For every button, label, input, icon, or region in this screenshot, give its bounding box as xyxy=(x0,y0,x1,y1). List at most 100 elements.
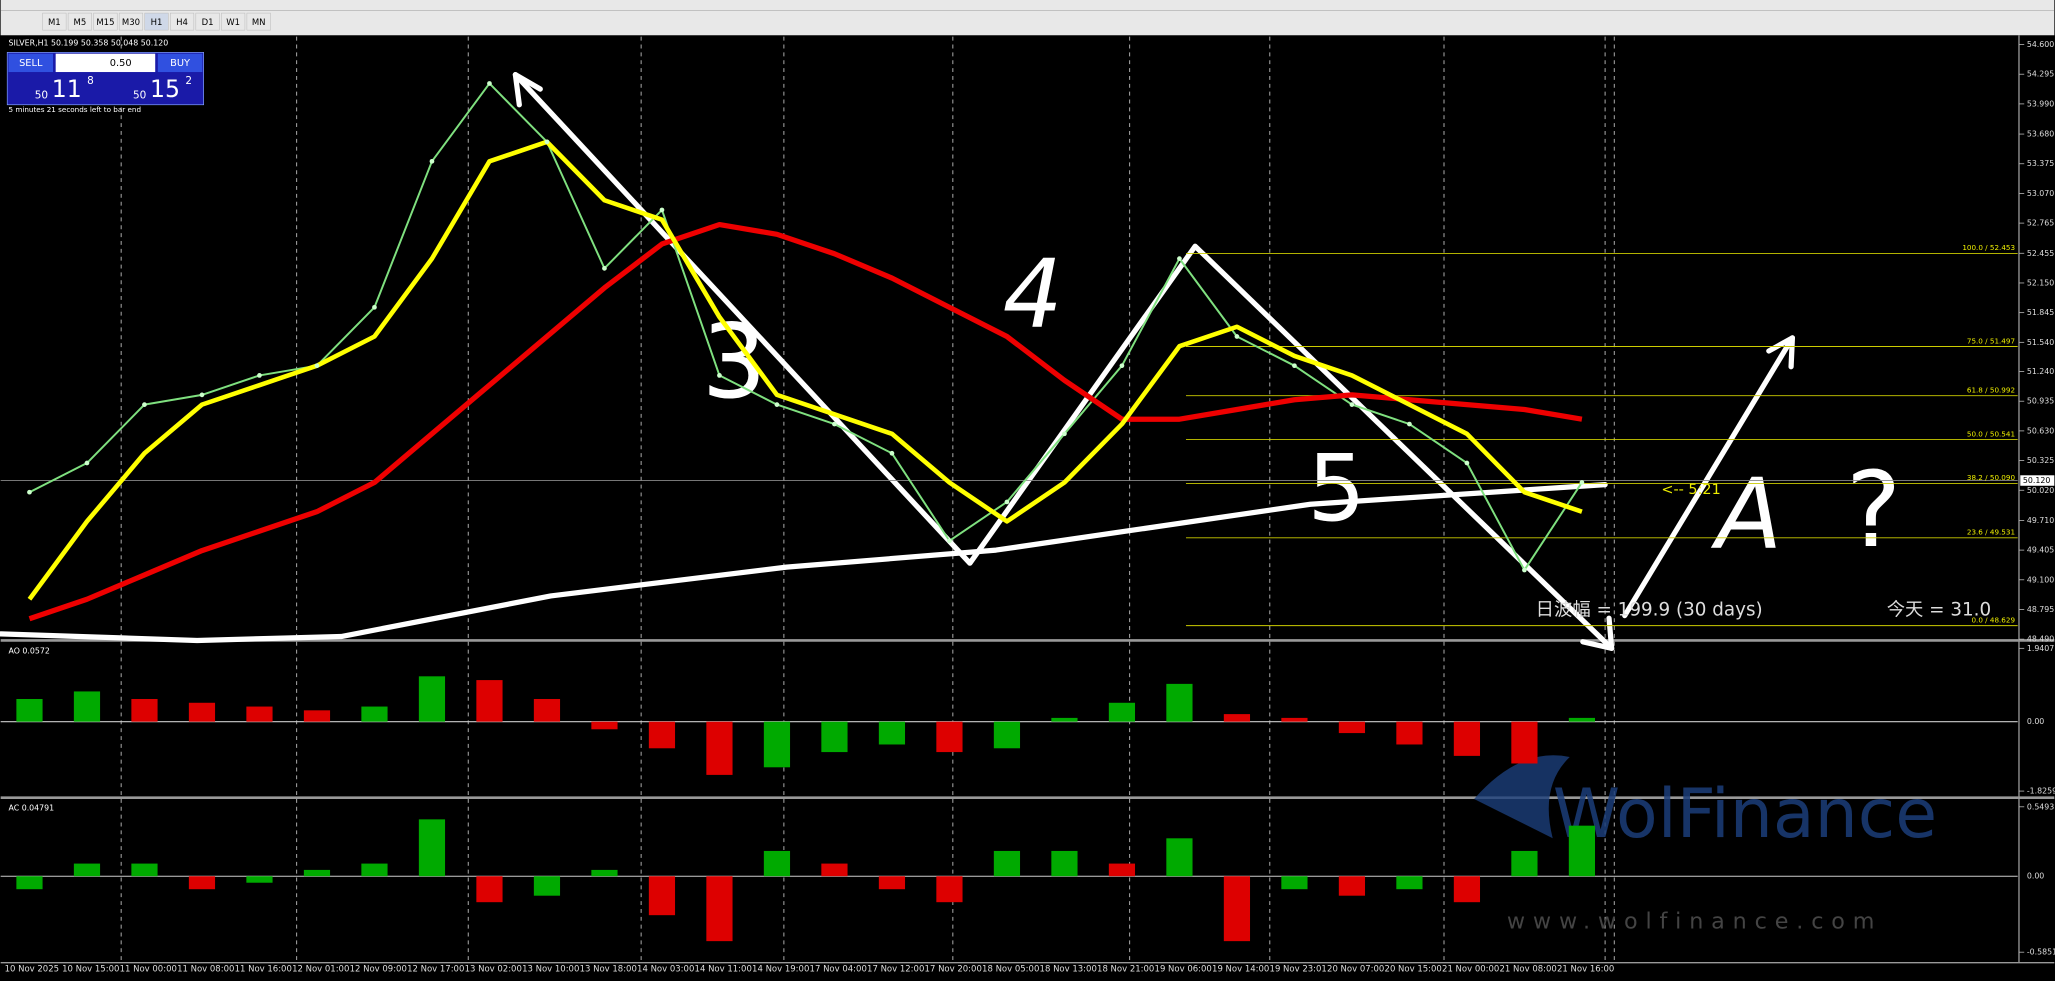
y-tick-label: 49.100 xyxy=(2027,575,2054,584)
histogram-bar xyxy=(1396,876,1423,890)
close-point xyxy=(314,363,320,369)
histogram-bar xyxy=(16,876,43,890)
histogram-bar xyxy=(131,863,158,877)
y-tick-label: 51.540 xyxy=(2027,338,2054,347)
timeframe-label: M15 xyxy=(96,18,114,28)
histogram-bar xyxy=(1166,683,1193,722)
histogram-bar xyxy=(1108,702,1136,722)
close-point xyxy=(257,373,262,378)
timeframe-button[interactable] xyxy=(42,12,67,31)
histogram-bar xyxy=(188,702,216,722)
arrow-head xyxy=(1580,615,1615,651)
histogram-bar xyxy=(303,869,331,877)
close-point xyxy=(717,373,722,378)
timeframe-button[interactable] xyxy=(170,12,195,31)
close-point xyxy=(142,402,147,407)
x-tick-label: 10 Nov 2025 xyxy=(5,965,59,975)
countdown: <-- 5:21 xyxy=(1661,482,1720,498)
histogram-bar xyxy=(188,876,216,890)
timeframe-button[interactable] xyxy=(93,12,118,31)
x-tick-label: 14 Nov 03:00 xyxy=(637,965,694,975)
close-point xyxy=(372,304,377,310)
histogram-bar xyxy=(1108,863,1136,877)
histogram-bar xyxy=(763,721,791,768)
histogram-bar xyxy=(1281,717,1308,722)
close-point xyxy=(1464,460,1470,466)
buy-button[interactable] xyxy=(157,53,203,73)
fib-label: 38.2 / 50.090 xyxy=(1967,473,2016,482)
arrow-head xyxy=(512,72,543,108)
close-point xyxy=(1062,431,1067,437)
histogram-bar xyxy=(1051,717,1078,722)
close-point xyxy=(1004,499,1010,505)
histogram-bar xyxy=(476,876,503,903)
histogram-bar xyxy=(16,698,43,722)
fib-label: 50.0 / 50.541 xyxy=(1967,429,2015,438)
x-tick-label: 18 Nov 21:00 xyxy=(1097,965,1154,975)
histogram-bar xyxy=(821,721,848,753)
histogram-bar xyxy=(418,819,446,877)
timeframe-button[interactable] xyxy=(221,12,246,31)
x-tick-label: 14 Nov 11:00 xyxy=(695,965,752,975)
y-tick-label: 50.630 xyxy=(2027,426,2054,435)
timeframe-button[interactable] xyxy=(118,12,144,31)
lot-input[interactable] xyxy=(55,53,156,73)
histogram-bar xyxy=(878,876,906,890)
y-tick-label: 0.54931 xyxy=(2027,802,2055,811)
histogram-bar xyxy=(936,876,963,903)
x-tick-label: 18 Nov 05:00 xyxy=(982,965,1039,975)
y-tick-label: 54.600 xyxy=(2027,40,2054,49)
timeframe-label: D1 xyxy=(202,18,214,28)
y-tick-label: 50.935 xyxy=(2027,397,2054,406)
close-point xyxy=(1292,363,1297,369)
timeframe-button[interactable] xyxy=(67,12,92,31)
buy-price-prefix: 50 xyxy=(133,90,146,102)
trendline xyxy=(0,481,1608,644)
sell-button[interactable] xyxy=(8,53,54,73)
buy-label: BUY xyxy=(170,58,191,69)
x-tick-label: 11 Nov 08:00 xyxy=(177,965,234,975)
histogram-bar xyxy=(361,706,388,722)
histogram-bar xyxy=(1511,721,1538,764)
y-tick-label: 54.295 xyxy=(2027,70,2054,79)
y-tick-label: 50.325 xyxy=(2027,456,2054,465)
buy-price-big: 15 xyxy=(150,75,180,103)
ao-label: AO 0.0572 xyxy=(9,646,50,655)
lot-value: 0.50 xyxy=(110,58,132,69)
y-tick-label: 52.455 xyxy=(2027,249,2054,258)
bar-timer: 5 minutes 21 seconds left to bar end xyxy=(9,105,142,114)
histogram-bar xyxy=(648,876,676,916)
x-tick-label: 18 Nov 13:00 xyxy=(1040,965,1097,975)
x-tick-label: 12 Nov 01:00 xyxy=(292,965,349,975)
timeframe-button[interactable] xyxy=(144,12,169,31)
x-tick-label: 20 Nov 15:00 xyxy=(1385,965,1442,975)
timeframe-button[interactable] xyxy=(246,12,271,31)
y-tick-label: 49.405 xyxy=(2027,546,2054,555)
moving-average-slow xyxy=(28,221,1583,622)
timeframe-button[interactable] xyxy=(195,12,220,31)
wave-label: 3 xyxy=(702,303,767,422)
current-price-box xyxy=(2020,475,2055,486)
today-text: 今天 = 31.0 xyxy=(1887,599,1991,620)
x-tick-label: 12 Nov 17:00 xyxy=(407,965,464,975)
histogram-bar xyxy=(476,680,503,722)
histogram-bar xyxy=(1511,850,1538,877)
close-point xyxy=(1119,363,1125,369)
histogram-bar xyxy=(591,869,618,877)
sell-label: SELL xyxy=(19,58,43,69)
fib-label: 75.0 / 51.497 xyxy=(1967,336,2015,345)
timeframe-label: W1 xyxy=(226,18,240,28)
histogram-bar xyxy=(993,721,1021,749)
fib-label: 23.6 / 49.531 xyxy=(1967,528,2015,537)
y-tick-label: 52.150 xyxy=(2027,278,2054,287)
x-tick-label: 13 Nov 10:00 xyxy=(522,965,579,975)
timeframe-label: H4 xyxy=(176,18,188,28)
timeframe-label: M1 xyxy=(48,18,61,28)
y-tick-label: 51.845 xyxy=(2027,308,2054,317)
histogram-bar xyxy=(878,721,906,745)
x-tick-label: 13 Nov 02:00 xyxy=(465,965,522,975)
wave-label: 4 xyxy=(1003,240,1063,350)
histogram-bar xyxy=(533,876,561,896)
histogram-bar xyxy=(1281,876,1308,890)
